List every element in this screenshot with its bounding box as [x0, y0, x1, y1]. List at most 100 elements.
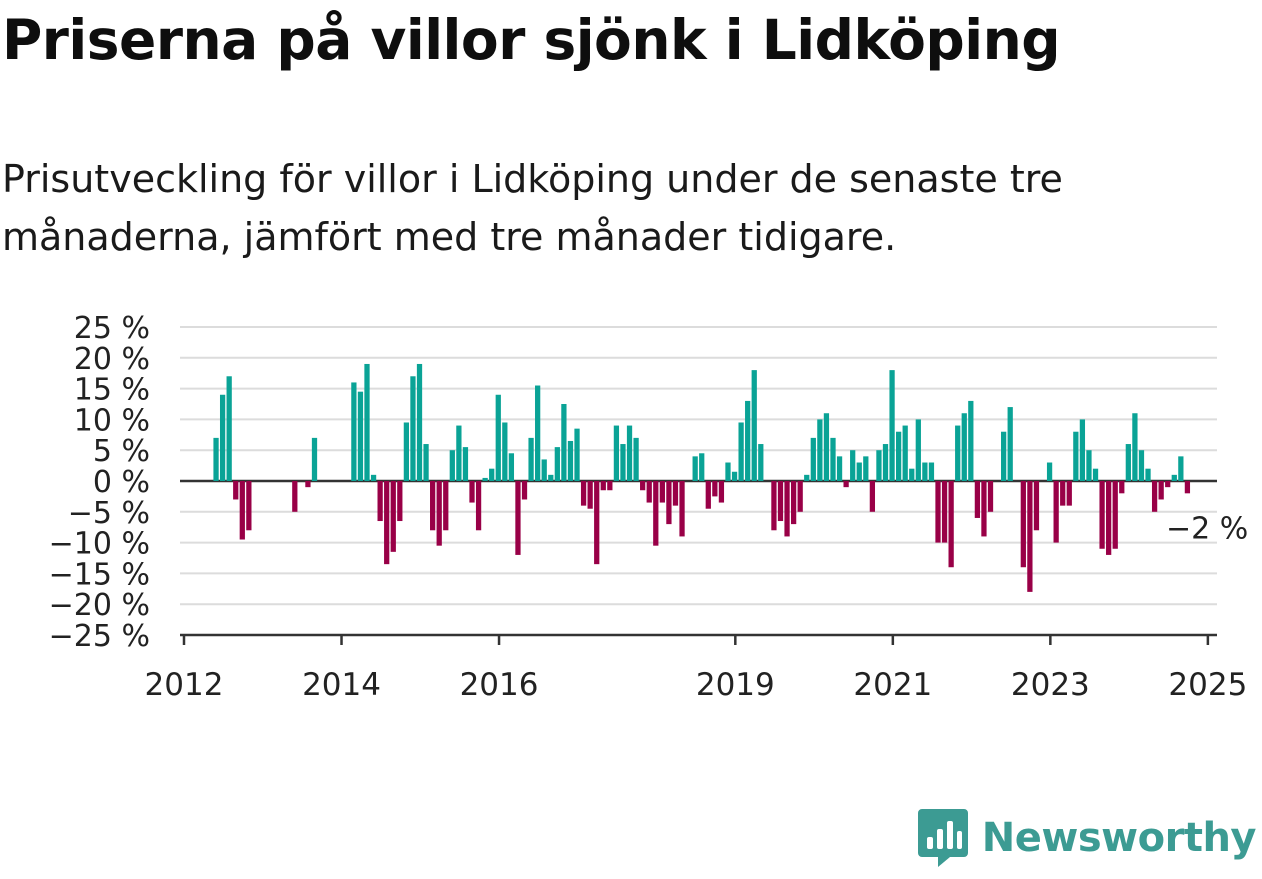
bar — [941, 481, 948, 543]
bar — [580, 481, 587, 506]
x-tick-label: 2025 — [1168, 667, 1247, 703]
bar — [646, 481, 652, 503]
bar — [410, 376, 416, 481]
bar — [600, 481, 606, 491]
bar — [1145, 468, 1151, 481]
bar — [935, 481, 941, 543]
bar — [1007, 407, 1013, 481]
bar — [1027, 481, 1033, 592]
x-tick-label: 2019 — [696, 667, 775, 703]
bar — [607, 481, 613, 491]
bar — [377, 481, 383, 522]
bar — [784, 481, 790, 537]
annotation: −2 % — [1166, 511, 1248, 546]
bars — [213, 363, 1191, 592]
bar — [541, 459, 547, 481]
bar — [1066, 481, 1072, 506]
bar — [790, 481, 797, 525]
bar — [1086, 450, 1092, 481]
bar — [705, 481, 711, 509]
bar — [882, 444, 889, 481]
x-tick-label: 2016 — [460, 667, 539, 703]
bar — [1020, 481, 1026, 568]
bar — [850, 450, 856, 481]
bar — [436, 481, 442, 546]
bar — [567, 440, 574, 481]
bar — [626, 425, 633, 481]
bar — [449, 450, 455, 481]
bar — [246, 481, 252, 531]
bar — [1092, 468, 1099, 481]
bar — [1158, 481, 1164, 500]
x-tick-label: 2014 — [302, 667, 381, 703]
bar — [620, 444, 626, 481]
bar — [1119, 481, 1125, 494]
bar — [351, 382, 357, 481]
bar — [797, 481, 803, 512]
bar — [863, 456, 869, 481]
bar — [823, 413, 830, 481]
bar — [856, 462, 862, 481]
y-tick-label: −20 % — [49, 588, 150, 623]
y-tick-label: 0 % — [93, 465, 150, 500]
bar — [928, 462, 935, 481]
price-change-bar-chart: 25 %20 %15 %10 %5 %0 %−5 %−10 %−15 %−20 … — [49, 311, 1249, 703]
y-tick-label: 5 % — [93, 434, 150, 469]
bar — [804, 474, 810, 481]
bar — [1165, 481, 1171, 488]
x-tick-label: 2012 — [145, 667, 224, 703]
chart-title: Priserna på villor sjönk i Lidköping — [2, 8, 1061, 72]
y-tick-label: −5 % — [68, 496, 150, 531]
bar — [633, 437, 639, 481]
bar — [777, 481, 784, 522]
bar — [528, 437, 534, 481]
bar — [462, 447, 469, 481]
bar — [718, 481, 725, 503]
bar — [613, 425, 620, 481]
bar — [1171, 474, 1177, 481]
bar — [1106, 481, 1112, 555]
x-axis: 2012 2014 2016 2019 2021 2023 2025 — [145, 633, 1247, 703]
bar — [679, 481, 685, 537]
bar — [1112, 481, 1118, 549]
bar — [830, 437, 836, 481]
bar — [397, 481, 403, 522]
bar — [548, 474, 554, 481]
bar — [535, 385, 541, 481]
bar — [495, 394, 501, 481]
brand-name: Newsworthy — [981, 815, 1257, 861]
bar — [1151, 481, 1158, 512]
y-tick-label: −15 % — [49, 557, 150, 592]
bar — [876, 450, 882, 481]
bar — [902, 425, 908, 481]
bar — [482, 477, 488, 481]
bar — [311, 437, 318, 481]
bar — [666, 481, 672, 525]
bar — [357, 391, 364, 481]
bar — [305, 481, 311, 488]
bar — [817, 419, 823, 481]
bar — [922, 462, 928, 481]
bar — [745, 400, 751, 481]
bar — [699, 453, 705, 481]
bar — [1184, 481, 1191, 494]
newsworthy-logo-icon — [917, 809, 968, 867]
bar — [370, 474, 377, 481]
bar — [1033, 481, 1040, 531]
bar — [219, 394, 226, 481]
bar — [594, 481, 600, 565]
chart-subtitle: Prisutveckling för villor i Lidköping un… — [2, 157, 1063, 259]
newsworthy-logo: Newsworthy — [917, 809, 1257, 867]
bar — [869, 481, 876, 512]
bar — [948, 481, 954, 568]
y-tick-label: 10 % — [74, 403, 150, 438]
bar — [692, 456, 698, 481]
bar — [213, 437, 219, 481]
bar — [456, 425, 462, 481]
bar — [574, 428, 580, 481]
y-tick-label: 20 % — [74, 342, 150, 377]
bar — [915, 419, 921, 481]
bar — [810, 437, 816, 481]
bar — [843, 481, 849, 488]
y-tick-label: −25 % — [49, 619, 150, 654]
